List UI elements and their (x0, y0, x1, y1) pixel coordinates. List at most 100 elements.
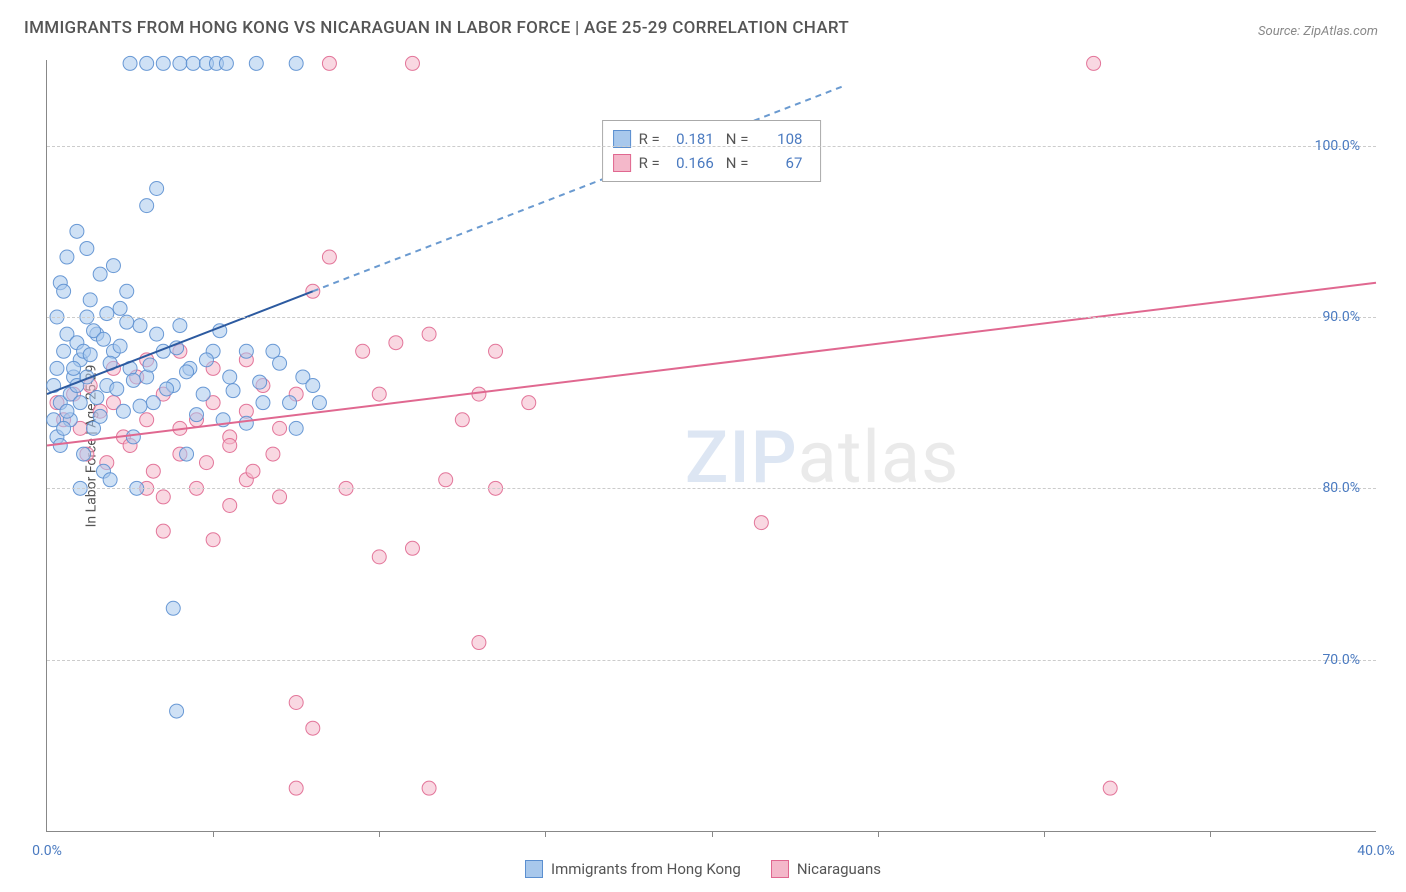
scatter-point (1087, 56, 1101, 70)
scatter-point (196, 387, 210, 401)
scatter-point (219, 56, 233, 70)
scatter-point (306, 379, 320, 393)
x-tick (1044, 831, 1045, 837)
stats-legend: R = 0.181 N = 108 R = 0.166 N = 67 (602, 120, 822, 182)
scatter-point (140, 56, 154, 70)
series-legend-item-nic: Nicaraguans (771, 860, 881, 878)
scatter-point (110, 382, 124, 396)
scatter-point (146, 396, 160, 410)
x-tick (545, 831, 546, 837)
scatter-point (100, 307, 114, 321)
legend-swatch-hk-bottom (525, 860, 543, 878)
scatter-point (472, 636, 486, 650)
chart-title: IMMIGRANTS FROM HONG KONG VS NICARAGUAN … (24, 18, 849, 38)
scatter-point (239, 416, 253, 430)
n-value-hk: 108 (756, 127, 806, 151)
n-label-nic: N = (726, 151, 749, 175)
series-name-hk: Immigrants from Hong Kong (551, 860, 741, 878)
scatter-point (422, 781, 436, 795)
scatter-point (190, 408, 204, 422)
legend-swatch-nic-bottom (771, 860, 789, 878)
scatter-point (83, 348, 97, 362)
scatter-point (106, 259, 120, 273)
scatter-point (93, 409, 107, 423)
scatter-point (90, 391, 104, 405)
x-tick-label: 0.0% (32, 843, 62, 859)
scatter-point (116, 404, 130, 418)
chart-container: IMMIGRANTS FROM HONG KONG VS NICARAGUAN … (0, 0, 1406, 892)
r-label-nic: R = (639, 151, 660, 175)
grid-line (47, 660, 1376, 661)
stats-legend-row-nic: R = 0.166 N = 67 (613, 151, 807, 175)
scatter-point (422, 327, 436, 341)
scatter-point (306, 721, 320, 735)
series-legend: Immigrants from Hong Kong Nicaraguans (525, 860, 881, 878)
y-tick-label: 70.0% (1322, 652, 1360, 668)
scatter-point (173, 319, 187, 333)
scatter-point (372, 387, 386, 401)
scatter-point (356, 344, 370, 358)
scatter-point (50, 361, 64, 375)
scatter-point (103, 473, 117, 487)
scatter-point (126, 430, 140, 444)
scatter-point (322, 56, 336, 70)
scatter-point (53, 439, 67, 453)
scatter-point (180, 447, 194, 461)
scatter-point (180, 365, 194, 379)
scatter-point (173, 56, 187, 70)
scatter-point (289, 421, 303, 435)
scatter-point (322, 250, 336, 264)
y-tick-label: 100.0% (1315, 138, 1360, 154)
stats-legend-row-hk: R = 0.181 N = 108 (613, 127, 807, 151)
scatter-point (57, 284, 71, 298)
scatter-point (146, 464, 160, 478)
scatter-point (289, 696, 303, 710)
scatter-point (160, 382, 174, 396)
scatter-point (223, 370, 237, 384)
scatter-point (389, 336, 403, 350)
scatter-point (223, 498, 237, 512)
scatter-point (70, 224, 84, 238)
scatter-point (199, 456, 213, 470)
r-value-nic: 0.166 (668, 151, 718, 175)
scatter-point (312, 396, 326, 410)
grid-line (47, 488, 1376, 489)
scatter-point (372, 550, 386, 564)
x-tick (379, 831, 380, 837)
scatter-point (57, 344, 71, 358)
trend-line (313, 86, 845, 292)
scatter-point (93, 267, 107, 281)
scatter-point (289, 781, 303, 795)
scatter-point (83, 293, 97, 307)
plot-area: ZIPatlas R = 0.181 N = 108 R = 0.166 N =… (46, 60, 1376, 832)
scatter-point (186, 56, 200, 70)
scatter-point (77, 447, 91, 461)
scatter-point (489, 344, 503, 358)
scatter-point (96, 332, 110, 346)
r-value-hk: 0.181 (668, 127, 718, 151)
series-name-nic: Nicaraguans (797, 860, 881, 878)
x-tick (1210, 831, 1211, 837)
scatter-point (143, 358, 157, 372)
x-tick-label: 40.0% (1357, 843, 1395, 859)
scatter-point (73, 396, 87, 410)
x-tick (712, 831, 713, 837)
scatter-point (113, 339, 127, 353)
scatter-point (405, 56, 419, 70)
n-value-nic: 67 (756, 151, 806, 175)
scatter-point (140, 413, 154, 427)
y-tick-label: 80.0% (1322, 480, 1360, 496)
series-legend-item-hk: Immigrants from Hong Kong (525, 860, 741, 878)
source-label: Source: ZipAtlas.com (1258, 24, 1378, 39)
scatter-point (67, 361, 81, 375)
scatter-point (455, 413, 469, 427)
scatter-point (256, 396, 270, 410)
scatter-point (150, 182, 164, 196)
scatter-point (140, 199, 154, 213)
grid-line (47, 317, 1376, 318)
scatter-point (156, 490, 170, 504)
scatter-point (113, 301, 127, 315)
scatter-point (273, 356, 287, 370)
scatter-point (166, 601, 180, 615)
scatter-point (283, 396, 297, 410)
